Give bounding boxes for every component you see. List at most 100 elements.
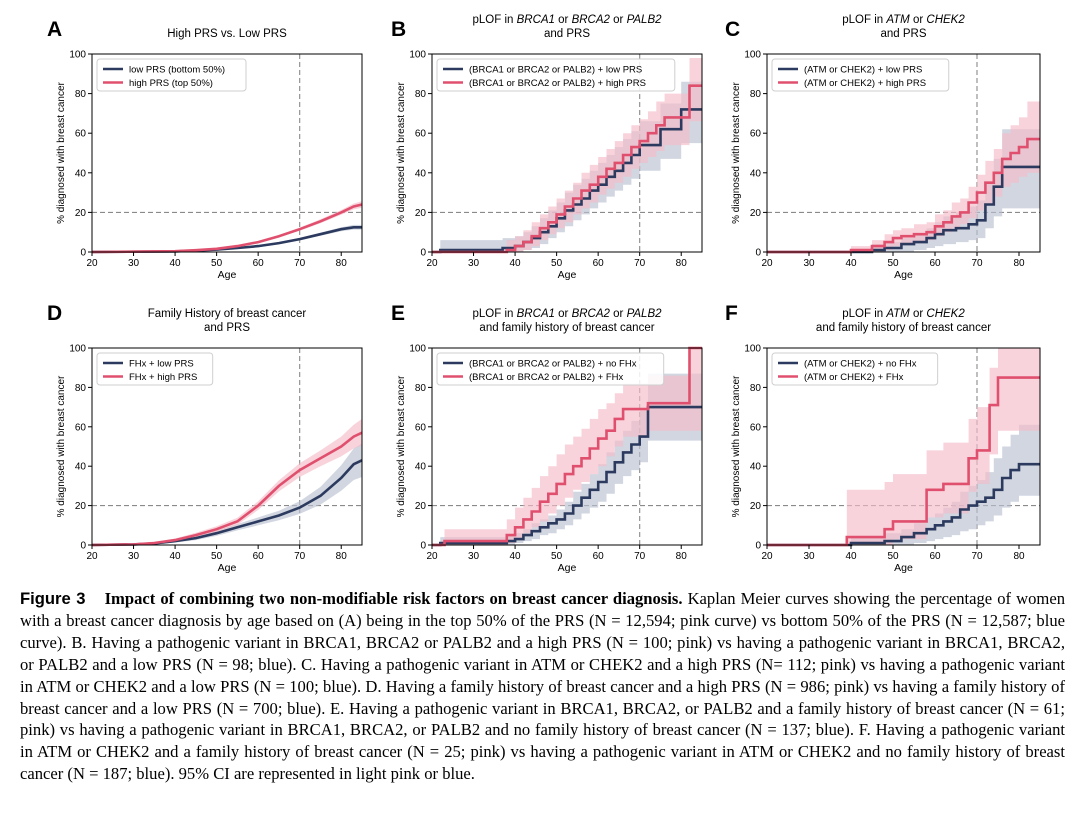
legend: (BRCA1 or BRCA2 or PALB2) + no FHx (BRCA1… bbox=[436, 352, 665, 386]
x-tick-label: 20 bbox=[761, 551, 773, 562]
panel-letter: B bbox=[391, 18, 406, 41]
panel-letter: C bbox=[725, 18, 740, 41]
x-tick-label: 20 bbox=[426, 258, 438, 269]
legend: (BRCA1 or BRCA2 or PALB2) + low PRS (BRCA… bbox=[436, 58, 676, 92]
y-tick-label: 60 bbox=[75, 129, 87, 140]
x-tick-label: 20 bbox=[86, 258, 98, 269]
panel-letter: F bbox=[725, 302, 738, 325]
x-tick-label: 50 bbox=[551, 551, 563, 562]
ci-band-blue bbox=[767, 424, 1040, 545]
legend: FHx + low PRS FHx + high PRS bbox=[96, 352, 214, 386]
ci-band-pink bbox=[767, 101, 1040, 252]
x-tick-label: 40 bbox=[845, 258, 857, 269]
series-line-pink bbox=[432, 346, 702, 547]
y-tick-label: 20 bbox=[75, 208, 87, 219]
series-line-pink bbox=[767, 376, 1040, 547]
legend-box bbox=[96, 352, 214, 386]
y-tick-label: 20 bbox=[750, 501, 762, 512]
legend-entry: (BRCA1 or BRCA2 or PALB2) + FHx bbox=[469, 372, 623, 383]
y-tick-label: 80 bbox=[75, 383, 87, 394]
x-axis-label: Age bbox=[894, 562, 913, 574]
panel-letter: E bbox=[391, 302, 405, 325]
x-tick-label: 50 bbox=[211, 551, 223, 562]
y-tick-label: 40 bbox=[750, 462, 762, 473]
legend-entry: (BRCA1 or BRCA2 or PALB2) + low PRS bbox=[469, 65, 642, 76]
y-tick-label: 100 bbox=[744, 344, 761, 355]
y-axis-label: % diagnosed with breast cancer bbox=[396, 375, 407, 517]
y-tick-label: 80 bbox=[750, 89, 762, 100]
legend: low PRS (bottom 50%) high PRS (top 50%) bbox=[96, 58, 247, 92]
series-line-pink bbox=[432, 84, 702, 254]
y-tick-label: 60 bbox=[750, 129, 762, 140]
y-axis-label: % diagnosed with breast cancer bbox=[56, 375, 67, 517]
x-tick-label: 70 bbox=[294, 258, 306, 269]
series-line-blue bbox=[767, 462, 1040, 547]
x-axis-label: Age bbox=[558, 269, 577, 281]
series-line-pink bbox=[91, 431, 363, 547]
legend-entry: (ATM or CHEK2) + no FHx bbox=[804, 359, 917, 370]
figure-caption-text: Kaplan Meier curves showing the percenta… bbox=[20, 589, 1065, 784]
x-tick-label: 70 bbox=[971, 551, 983, 562]
series-line-blue bbox=[432, 108, 702, 254]
legend: (ATM or CHEK2) + low PRS (ATM or CHEK2) +… bbox=[771, 58, 950, 92]
y-tick-label: 40 bbox=[75, 168, 87, 179]
figure-label: Figure 3 bbox=[20, 589, 86, 608]
plot-frame bbox=[431, 347, 703, 546]
y-tick-label: 80 bbox=[75, 89, 87, 100]
y-tick-label: 20 bbox=[415, 208, 427, 219]
x-tick-label: 60 bbox=[593, 551, 605, 562]
x-tick-label: 70 bbox=[294, 551, 306, 562]
legend-entry: (BRCA1 or BRCA2 or PALB2) + high PRS bbox=[469, 78, 646, 89]
legend-entry: FHx + low PRS bbox=[129, 359, 194, 370]
y-tick-label: 80 bbox=[415, 383, 427, 394]
y-tick-label: 40 bbox=[75, 462, 87, 473]
series-line-pink bbox=[767, 137, 1040, 254]
x-axis-label: Age bbox=[894, 269, 913, 281]
legend-entry: high PRS (top 50%) bbox=[129, 78, 213, 89]
y-axis-label: % diagnosed with breast cancer bbox=[731, 81, 742, 223]
x-tick-label: 30 bbox=[468, 551, 480, 562]
ci-band-pink bbox=[432, 58, 702, 252]
panel-title-line: and family history of breast cancer bbox=[479, 322, 654, 334]
panel-title-line: and PRS bbox=[880, 28, 926, 40]
panel-title-line: and PRS bbox=[544, 28, 590, 40]
panel-title-line: pLOF in ATM or CHEK2 bbox=[842, 14, 965, 26]
y-tick-label: 20 bbox=[75, 501, 87, 512]
legend-entry: FHx + high PRS bbox=[129, 372, 197, 383]
legend-box bbox=[436, 58, 676, 92]
y-tick-label: 0 bbox=[420, 541, 426, 552]
y-tick-label: 60 bbox=[750, 422, 762, 433]
x-tick-label: 30 bbox=[803, 258, 815, 269]
panel-title-line: pLOF in BRCA1 or BRCA2 or PALB2 bbox=[472, 14, 662, 26]
legend-box bbox=[771, 352, 939, 386]
x-tick-label: 50 bbox=[211, 258, 223, 269]
y-tick-label: 100 bbox=[409, 344, 426, 355]
ci-band-pink bbox=[767, 348, 1040, 545]
panel-title-line: and family history of breast cancer bbox=[816, 322, 991, 334]
ci-band-pink bbox=[92, 201, 362, 252]
panel-title-line: High PRS vs. Low PRS bbox=[167, 28, 287, 40]
y-tick-label: 100 bbox=[69, 344, 86, 355]
legend-entry: (ATM or CHEK2) + low PRS bbox=[804, 65, 922, 76]
legend-box bbox=[96, 58, 247, 92]
y-tick-label: 60 bbox=[415, 129, 427, 140]
x-tick-label: 40 bbox=[510, 258, 522, 269]
y-tick-label: 60 bbox=[75, 422, 87, 433]
x-tick-label: 50 bbox=[551, 258, 563, 269]
x-axis-label: Age bbox=[218, 269, 237, 281]
panel-letter: D bbox=[47, 302, 62, 325]
y-axis-label: % diagnosed with breast cancer bbox=[731, 375, 742, 517]
plot-frame bbox=[431, 53, 703, 253]
x-tick-label: 60 bbox=[593, 258, 605, 269]
panel-d: D Family History of breast cancer and PRS 2… bbox=[47, 302, 363, 574]
y-tick-label: 20 bbox=[750, 208, 762, 219]
x-tick-label: 80 bbox=[676, 551, 688, 562]
series-line-blue bbox=[767, 165, 1040, 254]
legend-box bbox=[771, 58, 950, 92]
x-tick-label: 80 bbox=[336, 551, 348, 562]
